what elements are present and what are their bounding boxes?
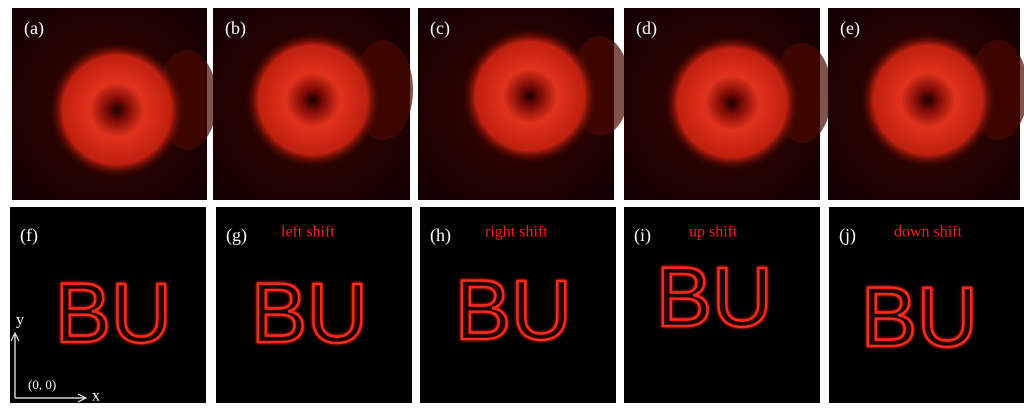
panel-label: (a) <box>24 18 44 39</box>
image-text: BU <box>656 250 773 344</box>
panel-label: (e) <box>840 18 860 39</box>
panel-label: (g) <box>226 225 247 246</box>
panel-label: (f) <box>20 225 38 246</box>
beam-spot <box>245 32 381 168</box>
figure: (a)(b)(c)(d)(e)(f)BU(g)left shiftBU(h)ri… <box>0 0 1024 405</box>
panel-caption: up shift <box>689 224 738 241</box>
panel-caption: left shift <box>281 224 335 241</box>
axis-label: y <box>16 312 24 329</box>
image-text: BU <box>55 266 172 360</box>
panel-label: (d) <box>636 18 657 39</box>
beam-spot <box>462 28 598 164</box>
image-text: BU <box>861 270 978 364</box>
beam-spot <box>664 35 800 171</box>
panel-label: (j) <box>839 225 856 246</box>
axis-label: x <box>92 388 100 405</box>
panel-label: (b) <box>225 18 246 39</box>
panel-label: (c) <box>430 18 450 39</box>
image-text: BU <box>251 266 368 360</box>
beam-spot <box>49 42 185 178</box>
image-text: BU <box>455 263 572 357</box>
origin-label: (0, 0) <box>28 377 56 392</box>
panel-label: (h) <box>430 225 451 246</box>
panel-caption: right shift <box>485 224 548 241</box>
beam-spot <box>860 32 996 168</box>
panel-caption: down shift <box>894 224 963 241</box>
panel-label: (i) <box>634 225 651 246</box>
